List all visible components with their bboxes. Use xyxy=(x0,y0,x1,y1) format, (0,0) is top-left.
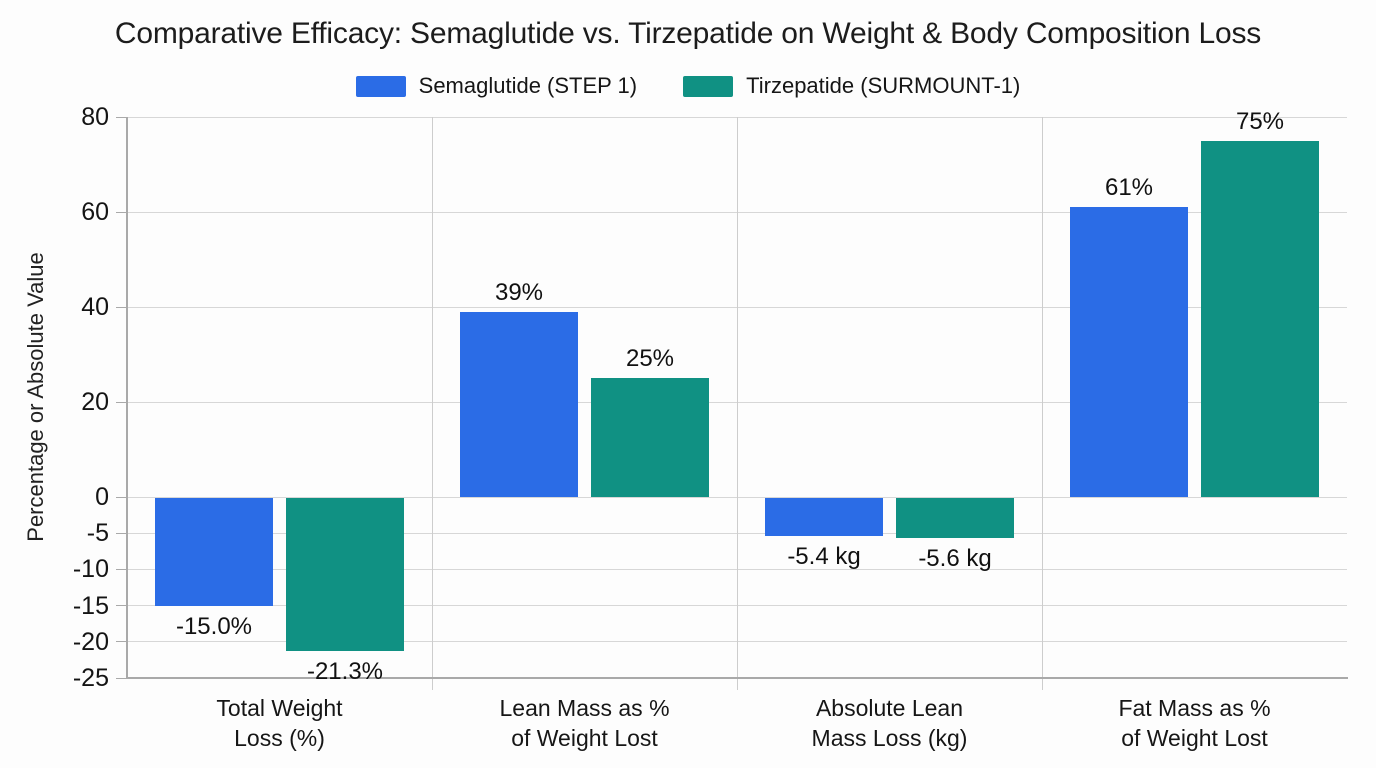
bar-semaglutide-1 xyxy=(460,311,578,497)
y-axis-title: Percentage or Absolute Value xyxy=(23,252,48,542)
bar-value-label-tirzepatide-1: 25% xyxy=(625,345,675,373)
category-label-line: Absolute Lean xyxy=(815,695,964,721)
y-tick-mark-0 xyxy=(116,496,127,498)
bar-semaglutide-3 xyxy=(1070,207,1188,497)
bar-tirzepatide-0 xyxy=(286,498,404,652)
bar-value-label-semaglutide-3: 61% xyxy=(1104,174,1154,202)
y-tick-mark--20 xyxy=(116,641,127,643)
category-label-3: Fat Mass as % of Weight Lost xyxy=(1042,693,1347,753)
bar-value-label-tirzepatide-3: 75% xyxy=(1235,107,1285,135)
y-tick-label: 0 xyxy=(95,483,109,511)
y-tick-label: -25 xyxy=(72,664,109,692)
category-label-2: Absolute Lean Mass Loss (kg) xyxy=(737,693,1042,753)
group-separator xyxy=(431,117,433,690)
category-label-line: Total Weight xyxy=(216,695,343,721)
group-separator xyxy=(1041,117,1043,690)
y-tick-mark-20 xyxy=(116,401,127,403)
category-label-0: Total Weight Loss (%) xyxy=(127,693,432,753)
bar-tirzepatide-1 xyxy=(591,378,709,497)
bar-tirzepatide-3 xyxy=(1201,140,1319,497)
bar-value-label-semaglutide-2: -5.4 kg xyxy=(787,543,861,571)
bar-value-label-semaglutide-0: -15.0% xyxy=(175,612,253,640)
bar-semaglutide-2 xyxy=(765,498,883,537)
bar-semaglutide-0 xyxy=(155,498,273,606)
x-axis-line xyxy=(126,677,1348,679)
y-tick-mark--25 xyxy=(116,677,127,679)
y-axis-line xyxy=(126,117,128,679)
legend-swatch-tirzepatide-icon xyxy=(683,75,734,97)
chart-title: Comparative Efficacy: Semaglutide vs. Ti… xyxy=(114,17,1262,50)
category-label-line: of Weight Lost xyxy=(1121,725,1268,751)
y-tick-label: -10 xyxy=(72,555,109,584)
bar-tirzepatide-2 xyxy=(896,498,1014,538)
bar-value-label-tirzepatide-0: -21.3% xyxy=(306,658,384,686)
plot-area: 80 60 40 20 0 -5 -10 -15 -20 -25 -15.0% 39% -5.4 kg 6… xyxy=(73,103,1348,751)
y-tick-label: 20 xyxy=(81,388,109,416)
legend-item-tirzepatide: Tirzepatide (SURMOUNT-1) xyxy=(683,73,1020,99)
category-label-1: Lean Mass as % of Weight Lost xyxy=(432,693,737,753)
legend-label-tirzepatide: Tirzepatide (SURMOUNT-1) xyxy=(746,73,1021,98)
category-label-line: Lean Mass as % xyxy=(499,695,670,721)
category-label-line: of Weight Lost xyxy=(511,725,658,751)
y-tick-mark-60 xyxy=(116,211,127,213)
y-tick-mark--15 xyxy=(116,605,127,607)
group-separator xyxy=(736,117,738,690)
legend-item-semaglutide: Semaglutide (STEP 1) xyxy=(355,73,638,99)
bar-value-label-tirzepatide-2: -5.6 kg xyxy=(918,544,992,572)
y-tick-label: 40 xyxy=(81,293,109,321)
category-label-line: Fat Mass as % xyxy=(1118,695,1271,721)
y-tick-label: -20 xyxy=(72,627,109,656)
y-tick-label: 80 xyxy=(81,103,109,131)
y-tick-label: 60 xyxy=(81,198,109,226)
category-label-line: Mass Loss (kg) xyxy=(811,725,968,751)
y-tick-label: -15 xyxy=(72,591,109,620)
legend: Semaglutide (STEP 1) Tirzepatide (SURMOU… xyxy=(0,73,1376,99)
y-tick-mark-80 xyxy=(116,116,127,118)
bar-value-label-semaglutide-1: 39% xyxy=(494,278,544,306)
y-tick-mark--10 xyxy=(116,568,127,570)
y-tick-mark--5 xyxy=(116,532,127,534)
category-label-line: Loss (%) xyxy=(234,725,325,751)
legend-swatch-semaglutide-icon xyxy=(355,75,406,97)
y-tick-label: -5 xyxy=(86,519,109,548)
y-tick-mark-40 xyxy=(116,306,127,308)
legend-label-semaglutide: Semaglutide (STEP 1) xyxy=(418,73,638,98)
